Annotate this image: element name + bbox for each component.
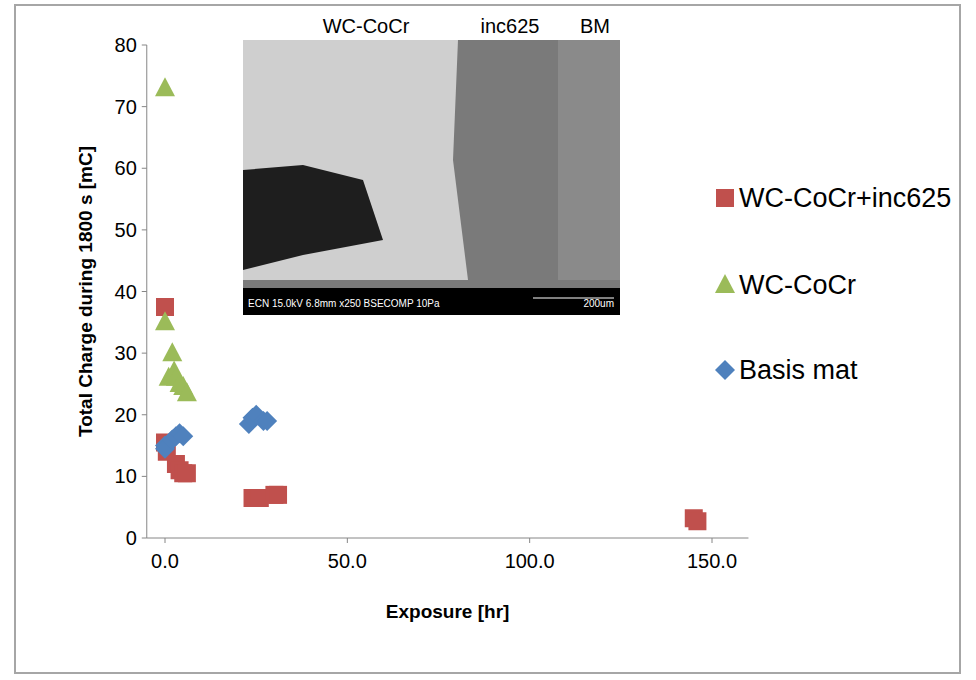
y-tick-label: 50 bbox=[115, 219, 137, 241]
legend-label: WC-CoCr+inc625 bbox=[739, 183, 951, 213]
point bbox=[173, 426, 193, 446]
point bbox=[155, 311, 175, 330]
inset-info-bar bbox=[243, 288, 620, 315]
legend-marker bbox=[715, 360, 735, 380]
inset-label: WC-CoCr bbox=[323, 15, 410, 37]
point bbox=[177, 382, 197, 401]
x-tick bbox=[529, 538, 530, 543]
y-tick bbox=[142, 168, 147, 169]
y-tick-label: 0 bbox=[126, 527, 137, 549]
y-tick bbox=[142, 106, 147, 107]
y-tick bbox=[142, 414, 147, 415]
x-tick-label: 100.0 bbox=[505, 550, 555, 572]
inset-info-text: ECN 15.0kV 6.8mm x250 BSECOMP 10Pa bbox=[248, 298, 440, 309]
y-tick-label: 60 bbox=[115, 157, 137, 179]
point bbox=[155, 77, 175, 96]
inset-coating bbox=[243, 40, 468, 280]
inset-dark-region bbox=[243, 165, 383, 270]
inset-image bbox=[243, 40, 620, 315]
point bbox=[688, 512, 706, 530]
chart: 0 10 20 30 40 50 60 70 80 0.0 50.0 100.0 150.0 Exposu… bbox=[0, 0, 976, 680]
y-tick-label: 20 bbox=[115, 404, 137, 426]
y-tick bbox=[142, 291, 147, 292]
x-tick bbox=[165, 538, 166, 543]
inset-background bbox=[243, 40, 620, 315]
x-tick bbox=[712, 538, 713, 543]
y-tick bbox=[142, 229, 147, 230]
y-tick bbox=[142, 353, 147, 354]
y-tick-label: 70 bbox=[115, 96, 137, 118]
inset-label: inc625 bbox=[481, 15, 540, 37]
point bbox=[162, 342, 182, 361]
inset-base-material bbox=[558, 40, 620, 280]
y-axis-title: Total Charge during 1800 s [mC] bbox=[75, 146, 96, 437]
y-tick-label: 80 bbox=[115, 34, 137, 56]
point bbox=[257, 411, 277, 431]
y-tick bbox=[142, 45, 147, 46]
inset-label: BM bbox=[580, 15, 610, 37]
y-tick-label: 30 bbox=[115, 342, 137, 364]
y-tick bbox=[142, 538, 147, 539]
y-tick-label: 10 bbox=[115, 465, 137, 487]
legend-marker bbox=[716, 189, 734, 207]
legend-label: Basis mat bbox=[739, 355, 858, 385]
legend-marker bbox=[715, 274, 735, 293]
point bbox=[178, 464, 196, 482]
x-tick bbox=[347, 538, 348, 543]
marks bbox=[155, 77, 706, 530]
chart-frame bbox=[15, 5, 960, 673]
x-tick-label: 150.0 bbox=[687, 550, 737, 572]
y-tick bbox=[142, 476, 147, 477]
x-axis-line bbox=[147, 538, 749, 539]
y-tick-label: 40 bbox=[115, 281, 137, 303]
point bbox=[269, 486, 287, 504]
x-axis-title: Exposure [hr] bbox=[386, 601, 510, 622]
inset-scale-text: 200um bbox=[583, 298, 614, 309]
x-tick-label: 0.0 bbox=[151, 550, 179, 572]
x-tick-label: 50.0 bbox=[328, 550, 367, 572]
legend-label: WC-CoCr bbox=[739, 270, 856, 300]
